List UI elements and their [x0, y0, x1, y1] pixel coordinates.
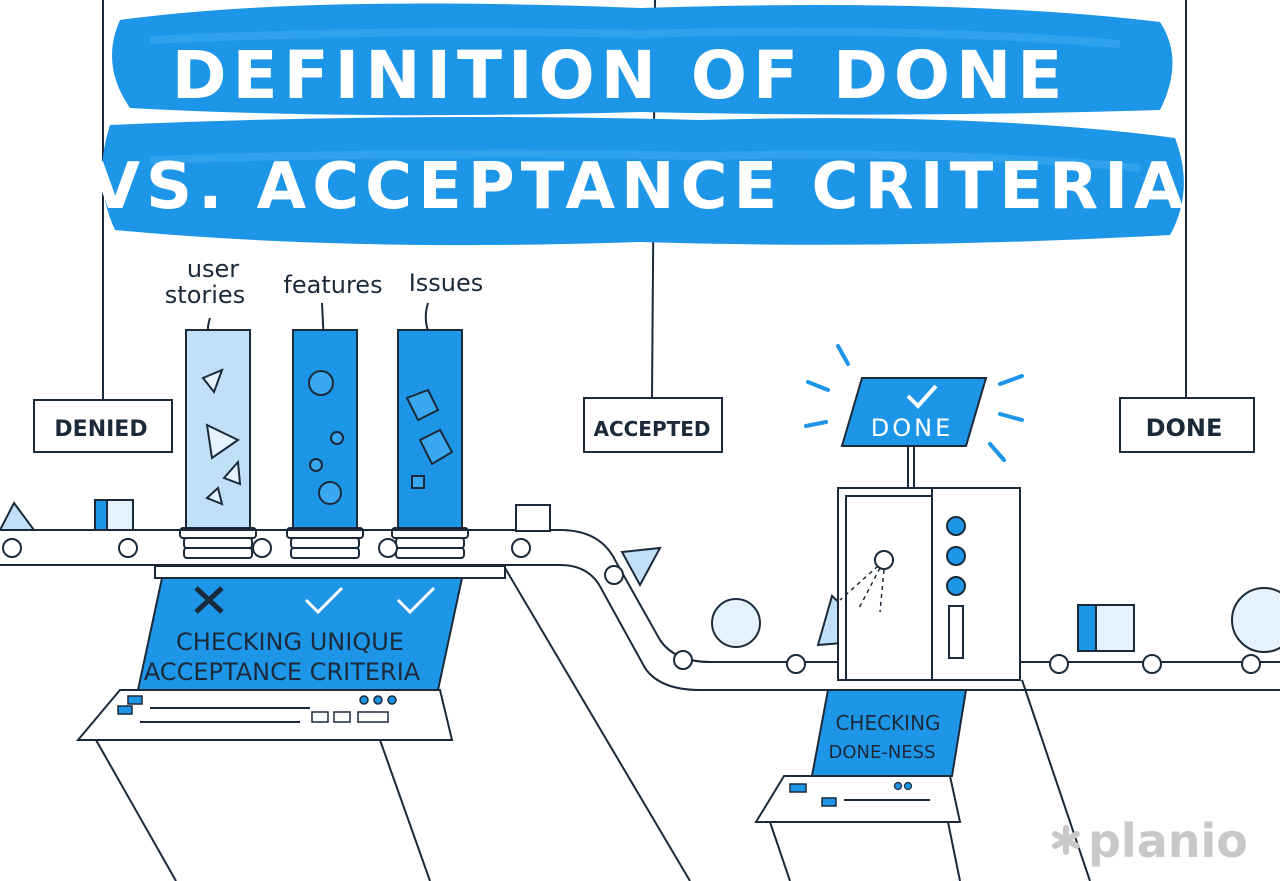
- column-labels: user stories features Issues: [165, 255, 483, 309]
- sign-done: DONE: [1119, 397, 1255, 453]
- sign-accepted-label: ACCEPTED: [593, 417, 710, 441]
- column-label-stories: stories: [165, 281, 245, 309]
- cube-icon: [405, 388, 440, 422]
- cube-icon: [515, 504, 551, 532]
- doneness-console-line-2: DONE-NESS: [828, 742, 935, 763]
- circle-icon: [308, 370, 334, 396]
- column-label-features: features: [283, 271, 382, 299]
- title-line-1: DEFINITION OF DONE: [172, 37, 1069, 114]
- checkmark-icon: [304, 586, 344, 615]
- asterisk-icon: [1052, 825, 1080, 855]
- conveyor-upper: [0, 529, 1280, 691]
- triangle-icon: [201, 368, 224, 395]
- acceptance-console-line-1: CHECKING UNIQUE: [176, 628, 404, 656]
- planio-logo: planio: [1052, 814, 1248, 868]
- tube-features: [292, 329, 358, 531]
- checkmark-icon: [396, 586, 436, 615]
- column-label-user: user: [187, 255, 239, 283]
- triangle-icon: [620, 546, 662, 588]
- cube-icon: [411, 475, 425, 489]
- title-banner: DEFINITION OF DONE VS. ACCEPTANCE CRITER…: [90, 3, 1189, 246]
- acceptance-stand: [154, 565, 691, 881]
- cross-icon: [194, 586, 224, 614]
- tube-issues: [397, 329, 463, 531]
- logo-text: planio: [1088, 814, 1248, 868]
- sign-denied: DENIED: [33, 399, 173, 453]
- sign-accepted: ACCEPTED: [583, 397, 723, 453]
- triangle-icon: [205, 423, 240, 460]
- tube-user-stories: [185, 329, 251, 531]
- sign-done-label: DONE: [1146, 414, 1223, 442]
- acceptance-console: CHECKING UNIQUE ACCEPTANCE CRITERIA: [75, 577, 464, 881]
- title-line-2: VS. ACCEPTANCE CRITERIA: [90, 150, 1189, 224]
- cube-icon: [418, 428, 454, 466]
- column-label-issues: Issues: [409, 269, 484, 297]
- circle-icon: [318, 481, 342, 505]
- acceptance-console-line-2: ACCEPTANCE CRITERIA: [144, 658, 421, 686]
- circle-icon: [309, 458, 323, 472]
- doneness-console-line-1: CHECKING: [835, 711, 940, 735]
- triangle-icon: [222, 459, 242, 486]
- done-monitor: DONE: [804, 344, 1024, 488]
- tube-springs: [179, 527, 469, 559]
- circle-icon: [711, 598, 761, 648]
- triangle-icon: [0, 501, 36, 531]
- circle-icon: [330, 431, 344, 445]
- monitor-done-label: DONE: [871, 414, 954, 442]
- glow-rays: [804, 344, 1024, 462]
- circle-icon: [1231, 587, 1280, 653]
- doneness-machine: [837, 487, 1021, 681]
- triangle-icon: [205, 486, 224, 506]
- checkmark-icon: [906, 384, 938, 409]
- sign-denied-label: DENIED: [54, 417, 147, 442]
- doneness-console: CHECKING DONE-NESS: [754, 679, 1091, 881]
